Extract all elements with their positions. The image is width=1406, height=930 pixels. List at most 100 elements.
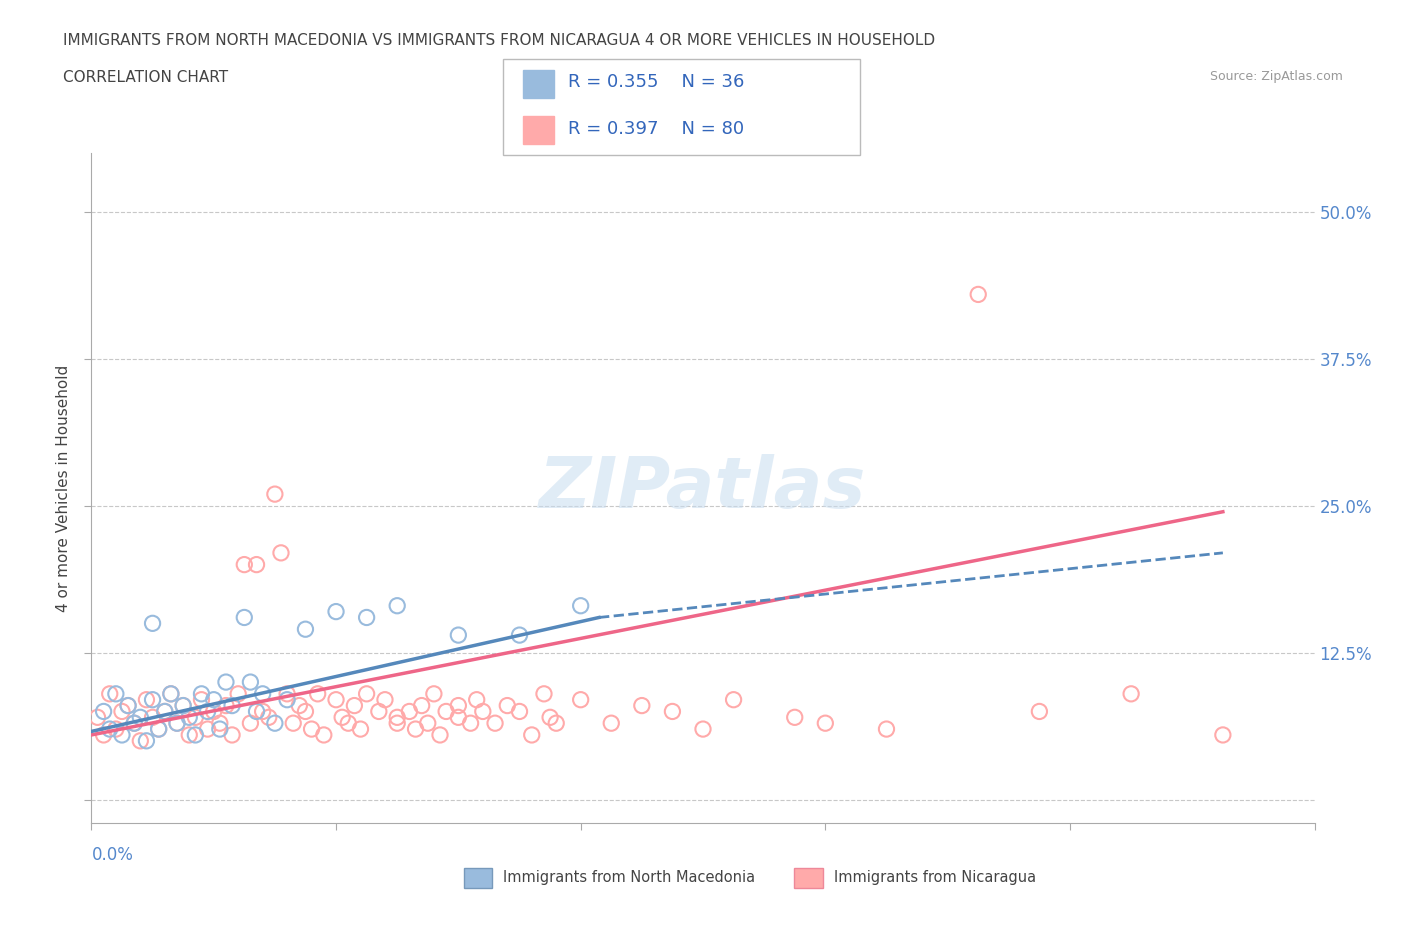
Point: [301, 722, 323, 737]
Text: Source: ZipAtlas.com: Source: ZipAtlas.com: [1209, 70, 1343, 83]
Point: [270, 545, 292, 560]
Point: [283, 716, 305, 731]
Point: [509, 628, 531, 643]
Point: [197, 704, 219, 719]
Point: [398, 704, 420, 719]
Point: [239, 716, 262, 731]
Point: [343, 698, 366, 713]
Point: [367, 704, 389, 719]
Point: [111, 727, 134, 742]
Point: [98, 686, 121, 701]
Point: [129, 710, 152, 724]
Point: [538, 710, 561, 724]
Point: [692, 722, 714, 737]
Point: [86, 710, 108, 724]
Point: [197, 722, 219, 737]
Point: [257, 710, 280, 724]
Point: [93, 727, 115, 742]
Point: [569, 692, 592, 707]
Text: ZIPatlas: ZIPatlas: [540, 454, 866, 523]
Point: [264, 486, 287, 501]
Point: [385, 716, 409, 731]
Text: Immigrants from Nicaragua: Immigrants from Nicaragua: [834, 870, 1036, 885]
Point: [141, 710, 163, 724]
Point: [533, 686, 555, 701]
Point: [288, 698, 311, 713]
Point: [166, 716, 188, 731]
Y-axis label: 4 or more Vehicles in Household: 4 or more Vehicles in Household: [56, 365, 72, 612]
Point: [520, 727, 543, 742]
Point: [447, 628, 470, 643]
Point: [325, 604, 347, 619]
Point: [208, 722, 231, 737]
Point: [1121, 686, 1143, 701]
Point: [202, 704, 225, 719]
Point: [135, 734, 157, 749]
Text: 0.0%: 0.0%: [91, 846, 134, 865]
Point: [447, 698, 470, 713]
Point: [215, 698, 238, 713]
Point: [405, 722, 427, 737]
Point: [875, 722, 898, 737]
Point: [179, 710, 201, 724]
Point: [325, 692, 347, 707]
Point: [349, 722, 371, 737]
Point: [496, 698, 519, 713]
Point: [546, 716, 568, 731]
Text: IMMIGRANTS FROM NORTH MACEDONIA VS IMMIGRANTS FROM NICARAGUA 4 OR MORE VEHICLES : IMMIGRANTS FROM NORTH MACEDONIA VS IMMIG…: [63, 33, 935, 47]
Point: [484, 716, 506, 731]
Point: [111, 704, 134, 719]
Point: [166, 716, 188, 731]
Point: [429, 727, 451, 742]
Point: [153, 704, 176, 719]
Point: [385, 598, 409, 613]
Point: [264, 716, 287, 731]
Point: [245, 704, 267, 719]
Point: [723, 692, 745, 707]
Point: [190, 692, 212, 707]
Point: [226, 686, 249, 701]
Point: [416, 716, 439, 731]
Point: [160, 686, 183, 701]
Point: [356, 686, 378, 701]
Point: [569, 598, 592, 613]
Point: [661, 704, 683, 719]
Point: [104, 722, 127, 737]
Point: [465, 692, 488, 707]
Point: [434, 704, 457, 719]
Point: [509, 704, 531, 719]
Point: [252, 704, 274, 719]
Point: [239, 674, 262, 689]
Point: [172, 698, 194, 713]
Point: [307, 686, 329, 701]
Point: [411, 698, 433, 713]
Point: [184, 710, 207, 724]
Point: [148, 722, 170, 737]
Point: [184, 727, 207, 742]
Text: R = 0.355    N = 36: R = 0.355 N = 36: [568, 73, 744, 91]
Point: [374, 692, 396, 707]
Point: [122, 716, 145, 731]
Point: [783, 710, 806, 724]
Point: [208, 716, 231, 731]
Point: [122, 716, 145, 731]
Point: [337, 716, 360, 731]
Point: [276, 686, 298, 701]
Point: [135, 692, 157, 707]
Point: [814, 716, 837, 731]
Point: [233, 610, 256, 625]
Point: [148, 722, 170, 737]
Point: [471, 704, 494, 719]
Point: [117, 698, 139, 713]
Point: [129, 734, 152, 749]
Point: [460, 716, 482, 731]
Point: [93, 704, 115, 719]
Point: [294, 704, 316, 719]
Point: [1212, 727, 1234, 742]
Point: [631, 698, 654, 713]
Point: [385, 710, 409, 724]
Point: [153, 704, 176, 719]
Point: [104, 686, 127, 701]
Point: [245, 557, 267, 572]
Point: [190, 686, 212, 701]
